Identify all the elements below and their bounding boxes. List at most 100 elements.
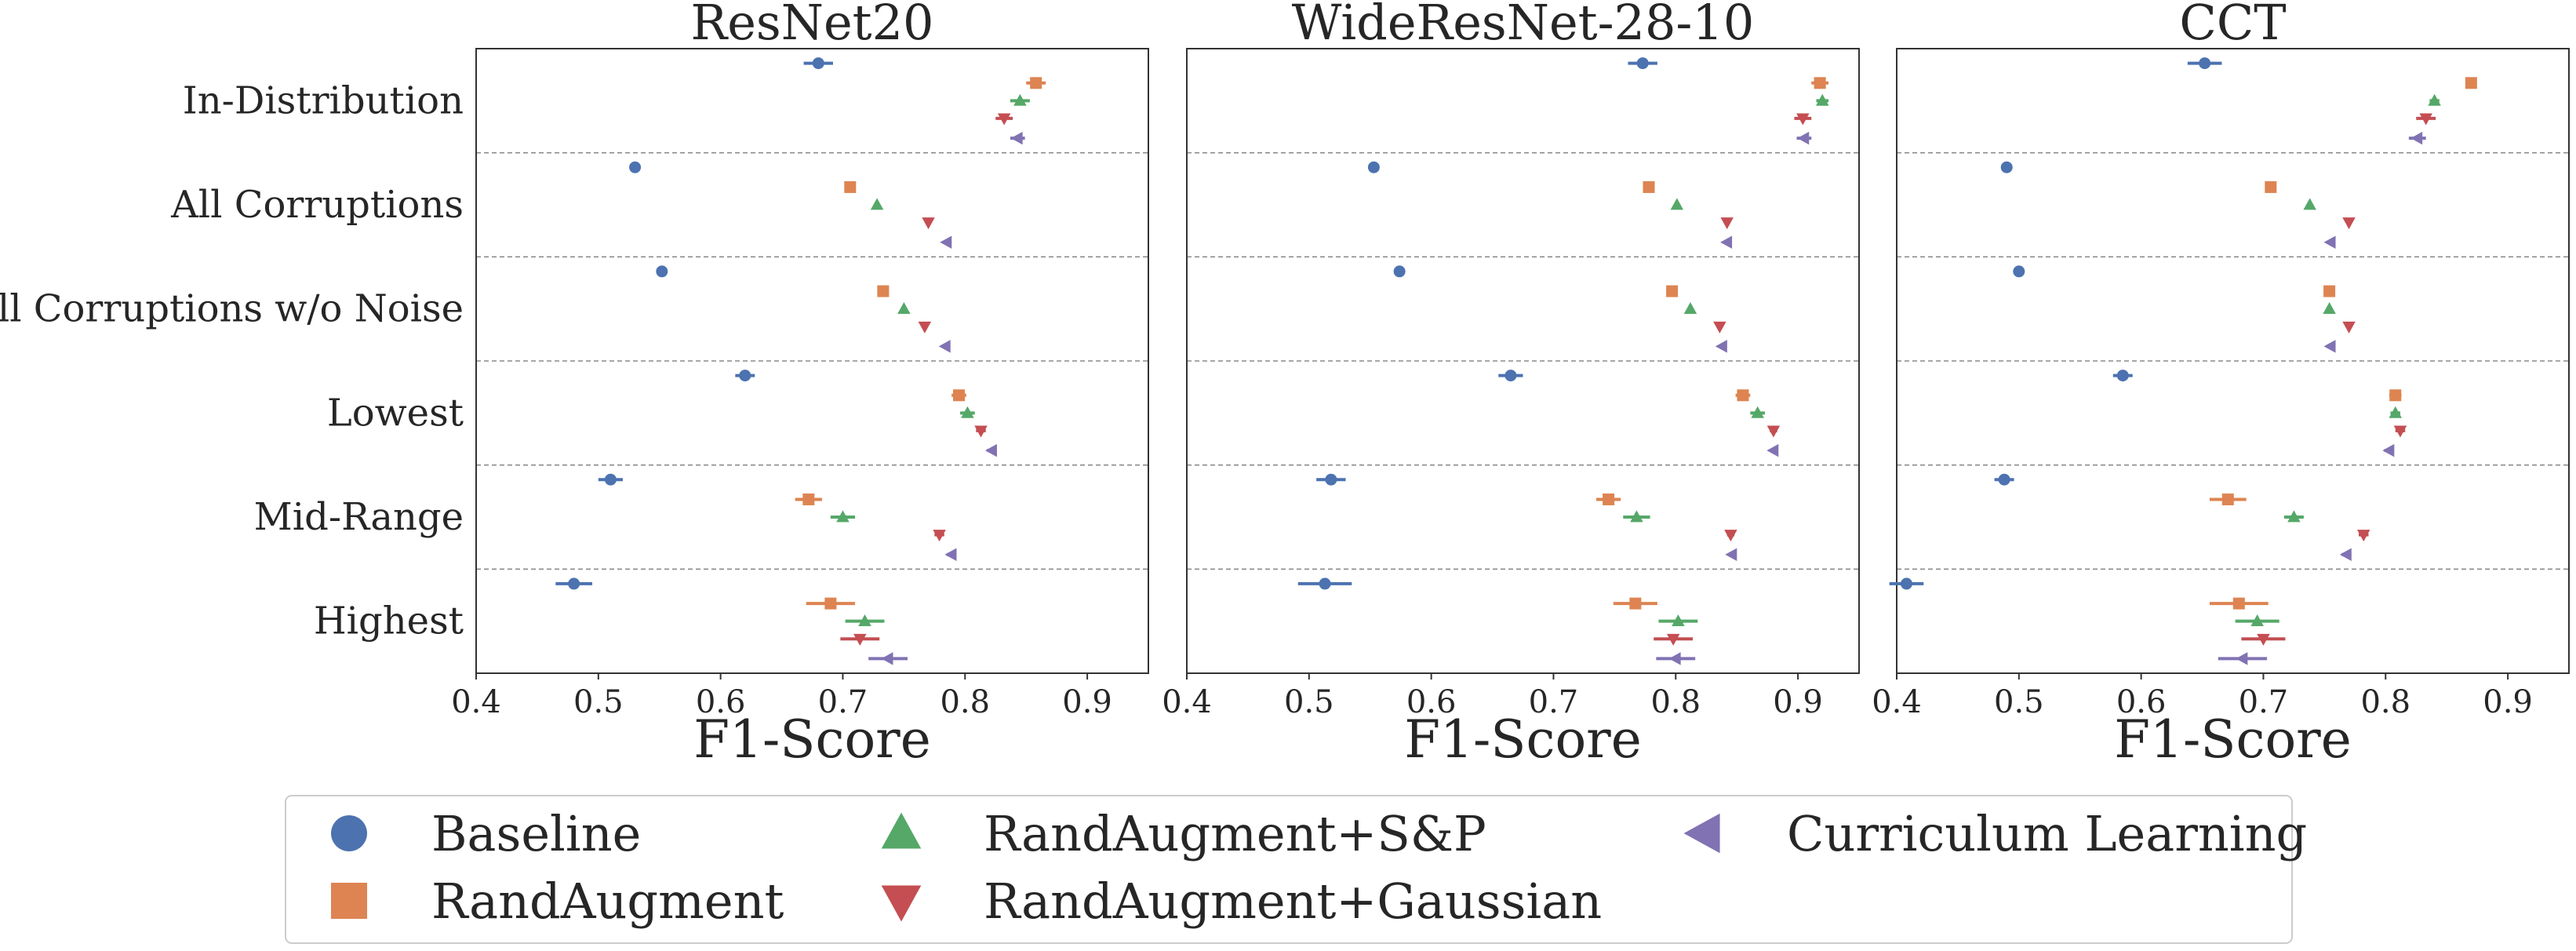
data-point bbox=[1603, 493, 1615, 505]
data-point bbox=[922, 217, 935, 230]
legend-marker-triangle-up bbox=[881, 812, 922, 849]
legend-label: RandAugment bbox=[431, 873, 784, 930]
data-point bbox=[897, 302, 911, 315]
data-point bbox=[1766, 425, 1781, 438]
data-point bbox=[604, 473, 617, 486]
data-point bbox=[1720, 217, 1734, 230]
data-point bbox=[812, 57, 824, 70]
data-point bbox=[877, 285, 890, 297]
x-tick-label: 0.7 bbox=[818, 684, 868, 720]
data-point bbox=[1367, 161, 1380, 173]
panel-2: CCT 0.4 0.5 0.6 0.7 0.8 0.9 F1-Score bbox=[1872, 0, 2570, 770]
data-point bbox=[1636, 57, 1649, 70]
data-point bbox=[1629, 597, 1642, 610]
panel-1: WideResNet-28-10 0.4 0.5 0.6 0.7 0.8 0.9 F1-Sco… bbox=[1162, 0, 1860, 770]
data-point bbox=[1668, 652, 1681, 665]
data-point bbox=[824, 597, 837, 610]
data-point bbox=[629, 161, 642, 173]
data-point bbox=[940, 235, 952, 250]
data-point bbox=[2265, 180, 2277, 193]
x-axis-label: F1-Score bbox=[1404, 709, 1642, 770]
data-point bbox=[1724, 530, 1737, 542]
data-point bbox=[2393, 425, 2407, 438]
data-point bbox=[2323, 235, 2336, 250]
y-category-label: Highest bbox=[314, 599, 464, 643]
data-point bbox=[739, 370, 751, 382]
data-point bbox=[2410, 131, 2423, 145]
data-point bbox=[1766, 443, 1779, 457]
data-point bbox=[997, 113, 1011, 126]
x-tick-label: 0.8 bbox=[940, 684, 990, 720]
data-point bbox=[1030, 77, 1042, 89]
data-point bbox=[2257, 633, 2270, 646]
data-point bbox=[656, 265, 668, 278]
x-tick-label: 0.5 bbox=[1994, 684, 2044, 720]
data-point bbox=[1683, 302, 1697, 315]
data-point bbox=[2250, 614, 2264, 627]
data-point bbox=[2323, 285, 2336, 297]
data-point bbox=[1643, 180, 1655, 193]
data-point bbox=[2382, 443, 2395, 457]
data-point bbox=[2303, 198, 2316, 210]
data-point bbox=[802, 493, 815, 505]
data-point bbox=[2000, 161, 2013, 173]
legend-marker-triangle-left bbox=[1683, 813, 1720, 854]
x-tick-label: 0.4 bbox=[1872, 684, 1922, 720]
data-point bbox=[870, 198, 884, 210]
data-point bbox=[858, 614, 871, 627]
x-tick-label: 0.5 bbox=[1284, 684, 1334, 720]
data-point bbox=[568, 578, 580, 590]
data-point bbox=[1814, 77, 1826, 89]
x-axis-label: F1-Score bbox=[2114, 709, 2352, 770]
data-point bbox=[1630, 510, 1643, 523]
data-point bbox=[1998, 473, 2010, 486]
x-axis-label: F1-Score bbox=[693, 709, 931, 770]
data-point bbox=[881, 652, 893, 665]
x-tick-label: 0.7 bbox=[2239, 684, 2289, 720]
data-point bbox=[1325, 473, 1337, 486]
data-point bbox=[938, 340, 951, 353]
data-point bbox=[853, 633, 867, 646]
data-point bbox=[2323, 302, 2336, 315]
data-point bbox=[2199, 57, 2211, 70]
data-point bbox=[2116, 370, 2129, 382]
data-point bbox=[918, 321, 932, 333]
panel-0: ResNet20 0.4 0.5 0.6 0.7 0.8 0.9 F1-Score In-Dis… bbox=[0, 0, 1149, 770]
data-point bbox=[844, 180, 857, 193]
x-tick-label: 0.8 bbox=[2360, 684, 2410, 720]
plot-frame bbox=[1186, 48, 1860, 674]
data-point bbox=[974, 425, 988, 438]
y-category-label: Lowest bbox=[327, 391, 464, 435]
data-point bbox=[1796, 113, 1810, 126]
data-point bbox=[1393, 265, 1406, 278]
legend-box bbox=[285, 795, 2293, 944]
data-point bbox=[1670, 198, 1684, 210]
data-point bbox=[2221, 493, 2234, 505]
data-point bbox=[1751, 406, 1764, 418]
legend-label: RandAugment+Gaussian bbox=[984, 873, 1602, 930]
data-point bbox=[2389, 389, 2402, 402]
x-tick-label: 0.9 bbox=[2483, 684, 2533, 720]
data-point bbox=[933, 530, 946, 542]
panel-title: ResNet20 bbox=[691, 0, 934, 51]
data-point bbox=[1504, 370, 1517, 382]
plot-frame bbox=[1896, 48, 2570, 674]
data-point bbox=[1725, 548, 1737, 562]
data-point bbox=[1319, 578, 1331, 590]
data-point bbox=[2356, 530, 2370, 542]
data-point bbox=[1666, 633, 1680, 646]
panel-title: WideResNet-28-10 bbox=[1292, 0, 1755, 51]
panel-title: CCT bbox=[2179, 0, 2286, 51]
data-point bbox=[1013, 93, 1027, 106]
legend-marker-square bbox=[331, 883, 367, 919]
x-tick-label: 0.6 bbox=[2116, 684, 2167, 720]
x-tick-label: 0.9 bbox=[1062, 684, 1112, 720]
data-point bbox=[2013, 265, 2025, 278]
data-point bbox=[2342, 217, 2356, 230]
data-point bbox=[2428, 93, 2441, 106]
legend: Baseline RandAugment RandAugment+S&P RandAu… bbox=[285, 795, 2307, 944]
data-point bbox=[2465, 77, 2477, 89]
x-tick-label: 0.6 bbox=[696, 684, 746, 720]
x-tick-label: 0.8 bbox=[1650, 684, 1701, 720]
